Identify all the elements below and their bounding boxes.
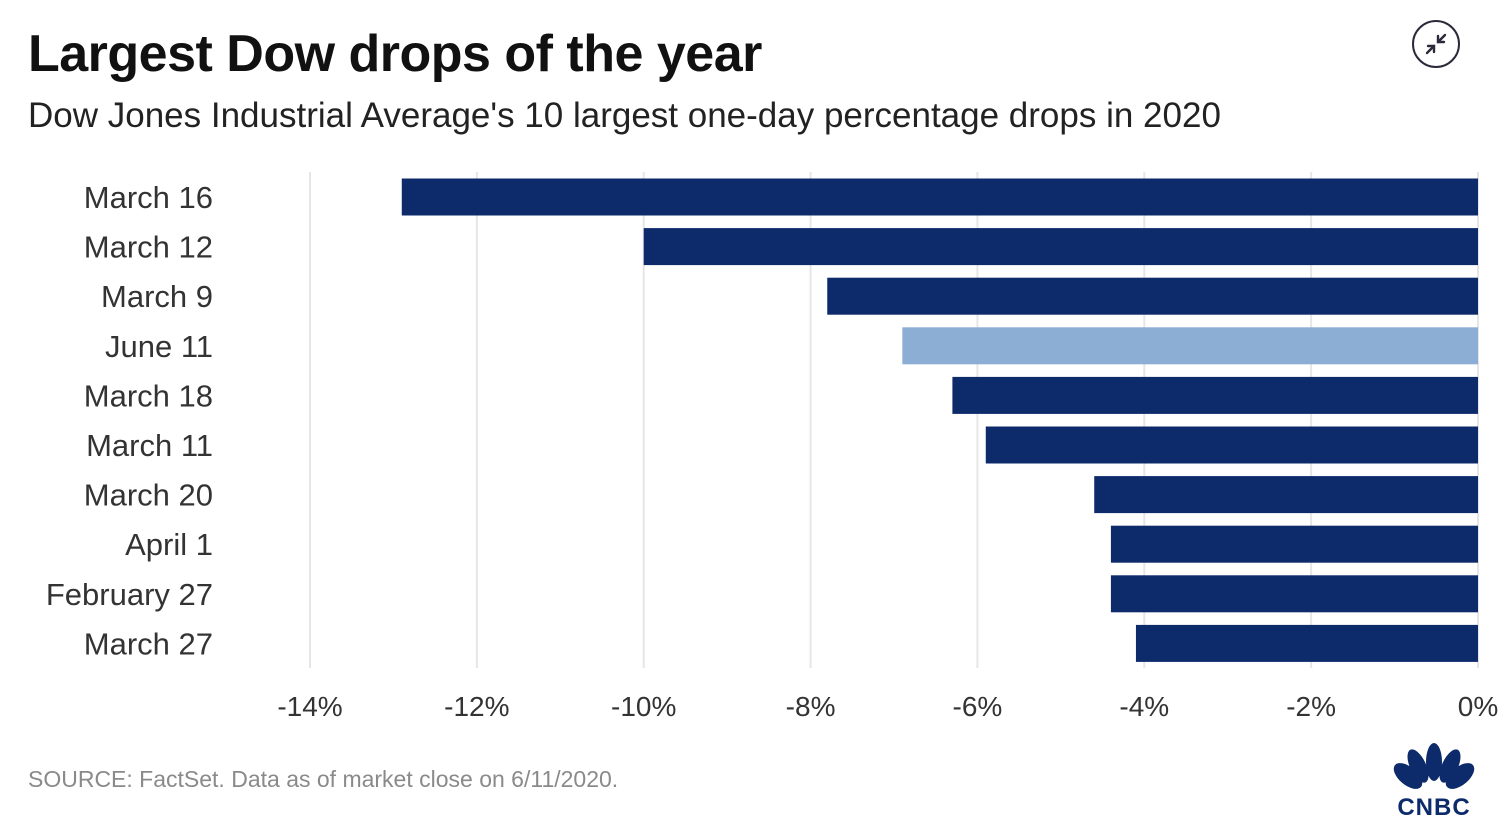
category-label: March 20: [84, 478, 213, 513]
bar: [952, 376, 1478, 414]
peacock-icon: [1393, 743, 1475, 789]
category-label: March 9: [101, 279, 213, 314]
category-label: June 11: [105, 329, 213, 364]
bar: [1110, 575, 1478, 613]
x-tick-label: -6%: [953, 691, 1003, 722]
bar-chart: March 16 March 12 March 9 June 11 March 18 Ma…: [46, 172, 1498, 722]
collapse-arrows-icon: [1425, 33, 1447, 55]
source-note: SOURCE: FactSet. Data as of market close…: [28, 766, 619, 792]
x-tick-label: 0%: [1458, 691, 1498, 722]
category-label: March 16: [84, 180, 213, 215]
category-label: April 1: [125, 527, 213, 562]
category-label: February 27: [46, 577, 213, 612]
bar: [1135, 624, 1478, 662]
cnbc-logo: CNBC: [1384, 742, 1484, 822]
bar: [985, 426, 1478, 464]
category-labels: March 16 March 12 March 9 June 11 March 18 Ma…: [46, 180, 213, 661]
x-tick-label: -10%: [611, 691, 676, 722]
bar: [827, 277, 1478, 315]
bar: [643, 228, 1478, 266]
bar: [902, 327, 1478, 365]
chart-subtitle: Dow Jones Industrial Average's 10 larges…: [28, 96, 1221, 135]
x-tick-label: -2%: [1286, 691, 1336, 722]
x-tick-label: -12%: [444, 691, 509, 722]
category-label: March 27: [84, 626, 213, 661]
bars: [401, 178, 1478, 662]
collapse-button[interactable]: [1412, 20, 1460, 68]
category-label: March 12: [84, 230, 213, 265]
bar: [401, 178, 1478, 216]
category-label: March 18: [84, 378, 213, 413]
logo-text: CNBC: [1397, 794, 1471, 821]
category-label: March 11: [86, 428, 213, 463]
x-tick-label: -4%: [1119, 691, 1169, 722]
x-tick-label: -8%: [786, 691, 836, 722]
x-tick-labels: -14% -12% -10% -8% -6% -4% -2% 0%: [277, 691, 1498, 722]
bar: [1094, 476, 1478, 514]
bar: [1110, 525, 1478, 563]
chart-title: Largest Dow drops of the year: [28, 25, 762, 83]
x-tick-label: -14%: [277, 691, 342, 722]
